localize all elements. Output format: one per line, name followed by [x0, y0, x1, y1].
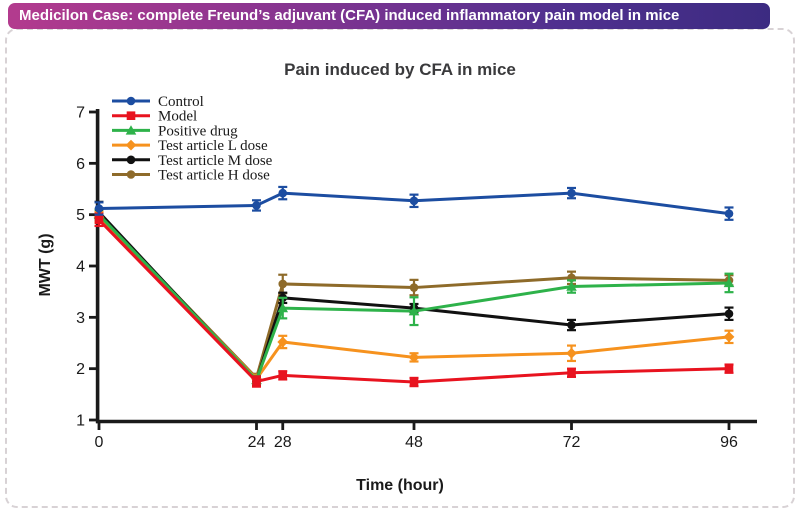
- x-tick-label: 24: [248, 434, 266, 451]
- x-axis-label: Time (hour): [356, 477, 444, 494]
- circle-marker: [724, 309, 734, 319]
- legend-item-control: Control: [112, 94, 204, 110]
- circle-marker: [126, 96, 136, 106]
- diamond-marker: [277, 336, 289, 348]
- legend-label: Test article H dose: [158, 168, 270, 184]
- circle-marker: [567, 188, 576, 198]
- y-tick-label: 5: [76, 207, 85, 224]
- triangle-marker: [277, 302, 289, 313]
- square-marker: [567, 368, 576, 378]
- diamond-marker: [408, 351, 420, 363]
- triangle-marker: [723, 277, 735, 288]
- legend-item-model: Model: [112, 109, 197, 125]
- circle-marker: [278, 279, 288, 289]
- y-tick-label: 6: [76, 156, 85, 173]
- square-marker: [94, 215, 104, 225]
- triangle-marker: [125, 125, 137, 135]
- square-marker: [252, 377, 261, 386]
- circle-marker: [409, 196, 419, 206]
- diamond-marker: [125, 139, 137, 151]
- circle-marker: [94, 204, 104, 213]
- diamond-marker: [723, 331, 735, 343]
- square-marker: [278, 371, 288, 380]
- square-marker: [126, 111, 136, 120]
- x-tick-label: 28: [274, 434, 292, 451]
- legend-label: Test article L dose: [158, 138, 268, 154]
- legend-item-positive-drug: Positive drug: [112, 123, 238, 139]
- y-tick-label: 3: [76, 310, 85, 327]
- triangle-marker: [566, 281, 577, 291]
- legend-label: Control: [158, 94, 204, 110]
- legend-item-test-article-m-dose: Test article M dose: [112, 153, 273, 169]
- series-line: [98, 191, 730, 216]
- case-card: [5, 28, 795, 508]
- triangle-marker: [408, 305, 420, 316]
- square-marker: [724, 364, 734, 373]
- square-marker: [409, 377, 419, 387]
- x-tick-label: 0: [95, 434, 104, 451]
- legend-label: Test article M dose: [158, 153, 273, 169]
- x-tick-label: 48: [405, 434, 423, 451]
- legend-label: Positive drug: [158, 123, 238, 139]
- circle-marker: [126, 155, 136, 165]
- circle-marker: [724, 209, 734, 218]
- x-tick-label: 72: [563, 434, 581, 451]
- circle-marker: [278, 188, 288, 198]
- series-model: [94, 212, 734, 388]
- axes: 1 2 3 4 5 6 7 0 24 28 48 72 96: [76, 105, 757, 451]
- case-banner: Medicilon Case: complete Freund’s adjuva…: [8, 3, 770, 29]
- chart-title: Pain induced by CFA in mice: [284, 60, 516, 79]
- circle-marker: [252, 201, 261, 210]
- y-tick-label: 7: [76, 105, 85, 122]
- x-tick-label: 96: [720, 434, 738, 451]
- legend-item-test-article-h-dose: Test article H dose: [112, 168, 270, 184]
- banner-title: Medicilon Case: complete Freund’s adjuva…: [19, 7, 680, 24]
- diamond-marker: [566, 347, 577, 359]
- circle-marker: [126, 170, 136, 179]
- circle-marker: [409, 283, 419, 292]
- y-tick-label: 1: [76, 413, 85, 430]
- series-control: [94, 185, 734, 221]
- y-tick-label: 4: [76, 259, 85, 276]
- series-line: [97, 218, 730, 384]
- legend-item-test-article-l-dose: Test article L dose: [112, 138, 268, 154]
- legend-label: Model: [158, 109, 197, 125]
- circle-marker: [567, 320, 576, 330]
- y-tick-label: 2: [76, 361, 85, 378]
